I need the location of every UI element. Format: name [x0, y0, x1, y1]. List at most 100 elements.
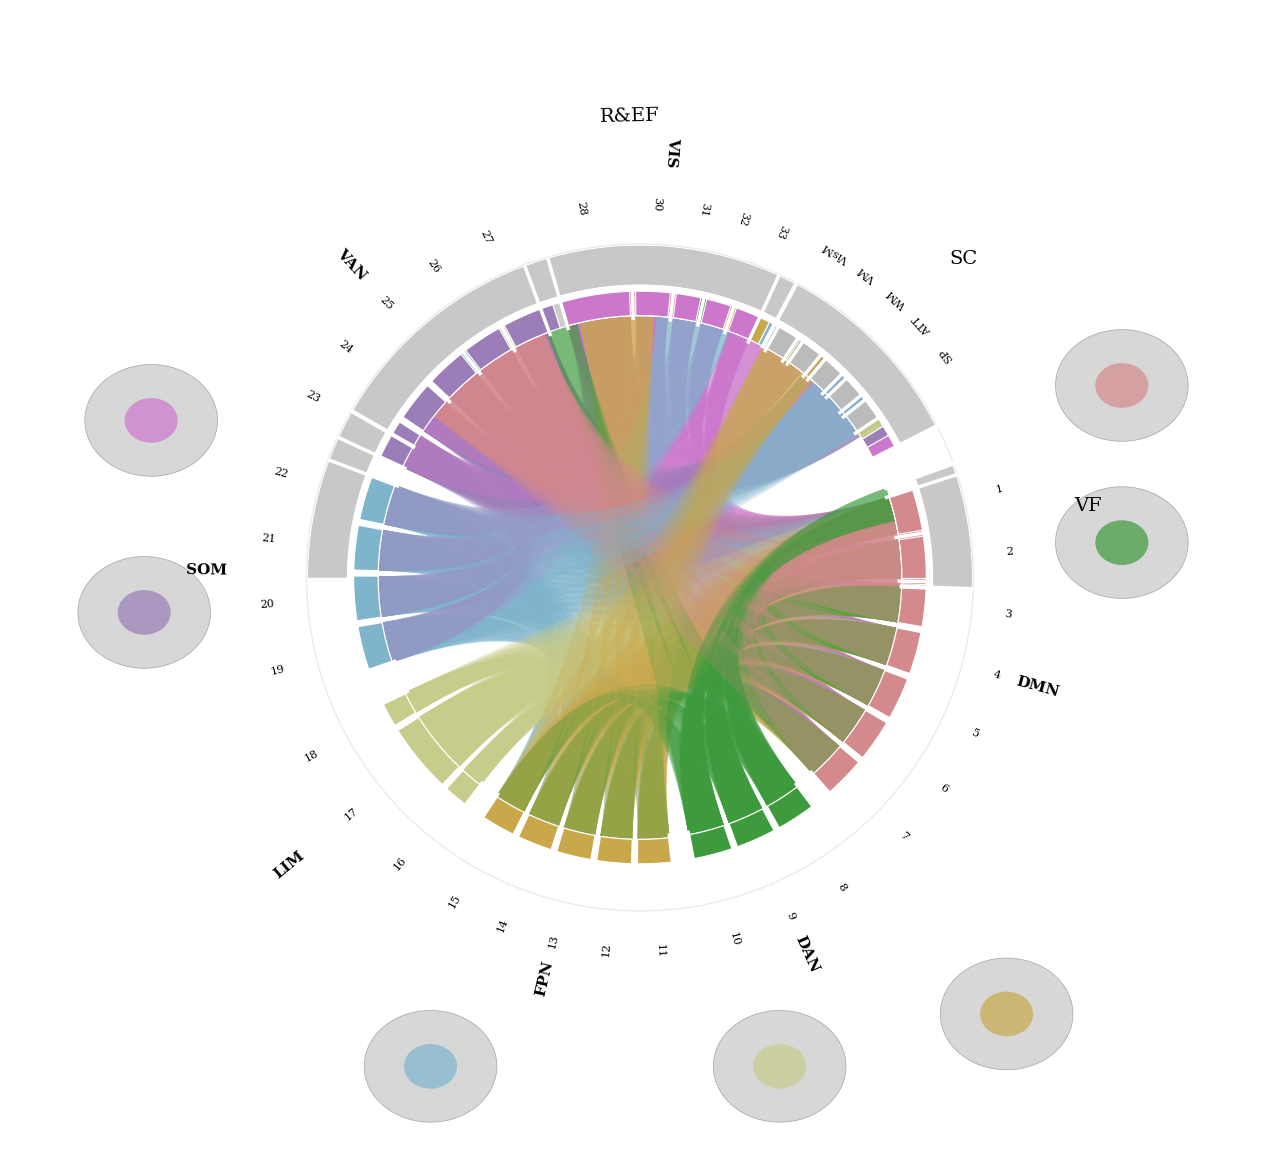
- Polygon shape: [449, 373, 840, 774]
- Polygon shape: [768, 497, 902, 587]
- Polygon shape: [466, 328, 511, 370]
- Polygon shape: [378, 576, 579, 827]
- Polygon shape: [463, 684, 570, 812]
- Polygon shape: [431, 355, 476, 398]
- Polygon shape: [681, 619, 897, 835]
- Polygon shape: [887, 628, 920, 673]
- Polygon shape: [402, 435, 902, 579]
- Polygon shape: [890, 489, 923, 535]
- Text: 32: 32: [736, 210, 750, 226]
- Polygon shape: [846, 400, 878, 432]
- Polygon shape: [384, 485, 669, 840]
- Polygon shape: [378, 383, 859, 617]
- Text: 28: 28: [575, 201, 588, 216]
- Polygon shape: [449, 373, 865, 743]
- Polygon shape: [708, 301, 769, 344]
- Polygon shape: [529, 497, 899, 827]
- Polygon shape: [378, 350, 554, 617]
- Text: 27: 27: [479, 229, 494, 245]
- Ellipse shape: [78, 557, 210, 669]
- Polygon shape: [402, 323, 723, 501]
- Text: SP: SP: [938, 345, 955, 364]
- Polygon shape: [431, 355, 476, 398]
- Polygon shape: [419, 614, 897, 767]
- Polygon shape: [378, 530, 632, 840]
- Text: 30: 30: [652, 196, 662, 211]
- Polygon shape: [890, 490, 920, 522]
- Polygon shape: [463, 539, 902, 785]
- Polygon shape: [580, 315, 669, 840]
- Ellipse shape: [753, 1044, 806, 1089]
- Polygon shape: [804, 353, 860, 410]
- Polygon shape: [384, 485, 579, 827]
- Polygon shape: [384, 383, 859, 538]
- Polygon shape: [778, 284, 936, 445]
- Polygon shape: [673, 293, 701, 321]
- Polygon shape: [687, 323, 865, 743]
- Polygon shape: [434, 334, 902, 623]
- Polygon shape: [402, 435, 884, 706]
- Polygon shape: [707, 619, 897, 824]
- Text: VM: VM: [856, 264, 878, 284]
- Polygon shape: [353, 246, 919, 431]
- Polygon shape: [529, 644, 884, 827]
- Text: VisM: VisM: [822, 241, 851, 264]
- Polygon shape: [398, 717, 460, 784]
- Polygon shape: [786, 340, 831, 382]
- Text: 20: 20: [260, 599, 275, 610]
- Polygon shape: [669, 318, 884, 706]
- Polygon shape: [557, 828, 595, 859]
- Text: 21: 21: [261, 532, 276, 544]
- Ellipse shape: [124, 398, 178, 442]
- Polygon shape: [786, 340, 831, 382]
- Polygon shape: [404, 656, 580, 827]
- Polygon shape: [424, 315, 631, 484]
- Ellipse shape: [118, 590, 170, 635]
- Polygon shape: [529, 346, 813, 827]
- Polygon shape: [637, 700, 763, 840]
- Polygon shape: [381, 350, 556, 662]
- Polygon shape: [868, 435, 895, 459]
- Polygon shape: [497, 583, 902, 812]
- Polygon shape: [381, 616, 632, 840]
- Text: SC: SC: [950, 251, 978, 268]
- Polygon shape: [516, 331, 749, 461]
- Polygon shape: [516, 323, 723, 457]
- Polygon shape: [705, 331, 899, 541]
- Polygon shape: [384, 485, 884, 706]
- Polygon shape: [381, 616, 669, 840]
- Polygon shape: [516, 315, 668, 455]
- Polygon shape: [690, 331, 801, 465]
- Polygon shape: [730, 808, 774, 847]
- Polygon shape: [480, 331, 749, 467]
- Polygon shape: [669, 318, 902, 579]
- Polygon shape: [887, 628, 920, 673]
- Polygon shape: [915, 464, 972, 589]
- Text: 11: 11: [654, 944, 664, 959]
- Polygon shape: [381, 602, 897, 665]
- Polygon shape: [384, 485, 602, 835]
- Polygon shape: [788, 342, 820, 374]
- Polygon shape: [814, 364, 872, 423]
- Polygon shape: [402, 435, 899, 546]
- Polygon shape: [553, 301, 571, 328]
- Polygon shape: [681, 583, 902, 835]
- Polygon shape: [402, 435, 897, 665]
- Polygon shape: [791, 343, 819, 373]
- Polygon shape: [684, 323, 801, 463]
- Polygon shape: [419, 665, 564, 812]
- Polygon shape: [636, 315, 897, 665]
- Polygon shape: [567, 315, 897, 665]
- Polygon shape: [636, 315, 899, 541]
- Polygon shape: [378, 331, 572, 571]
- Text: 22: 22: [273, 467, 289, 480]
- Polygon shape: [384, 315, 668, 534]
- Polygon shape: [567, 315, 801, 464]
- Polygon shape: [567, 315, 865, 743]
- Polygon shape: [863, 426, 888, 447]
- Text: 31: 31: [698, 201, 709, 217]
- Polygon shape: [564, 664, 865, 835]
- Polygon shape: [529, 583, 902, 827]
- Polygon shape: [637, 539, 902, 840]
- Polygon shape: [480, 350, 902, 579]
